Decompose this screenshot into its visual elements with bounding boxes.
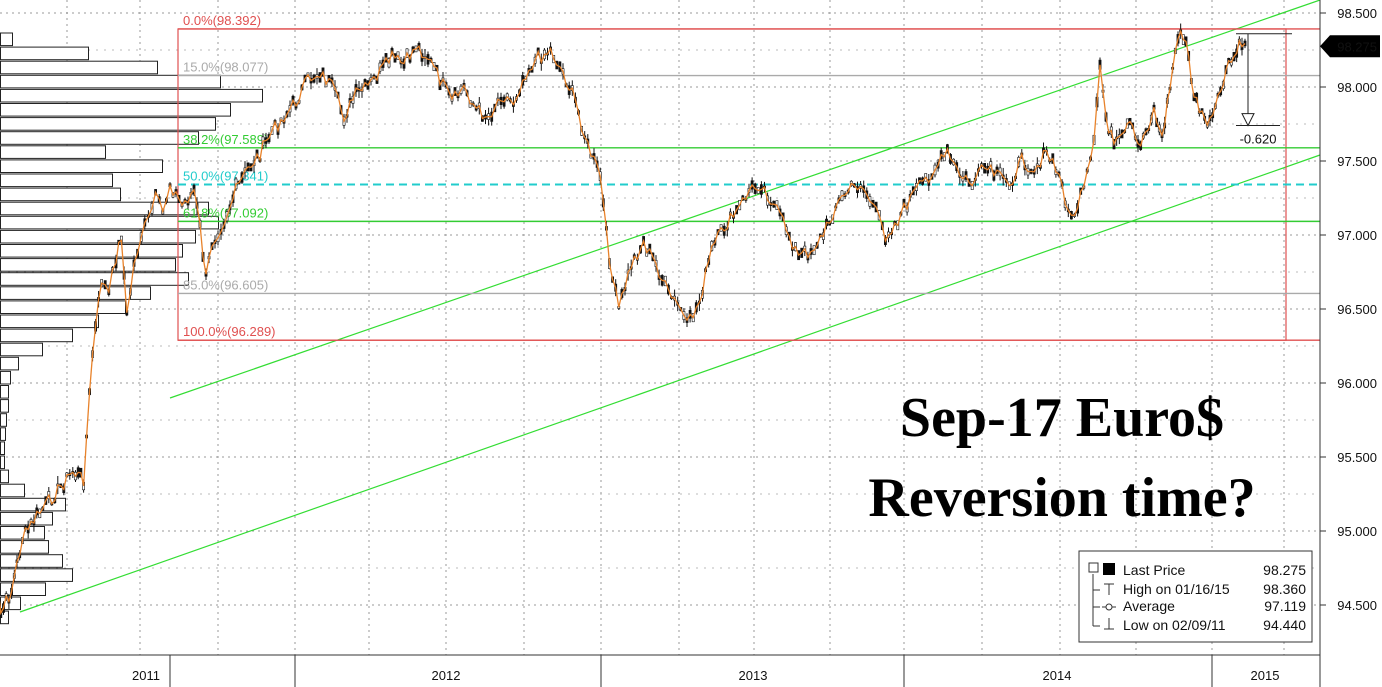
profile-bar (0, 187, 121, 202)
chart-subtitle: Reversion time? (868, 467, 1255, 529)
profile-bar (0, 131, 199, 145)
x-tick-label: 2012 (432, 668, 461, 683)
profile-bar (0, 483, 25, 498)
x-tick-label: 2011 (132, 668, 160, 683)
fib-label: 85.0%(96.605) (183, 277, 268, 292)
profile-bar (0, 74, 221, 89)
profile-bar (0, 244, 183, 258)
x-tick-label: 2015 (1251, 668, 1280, 683)
profile-bar (0, 272, 189, 286)
legend-value: 98.360 (1263, 581, 1306, 597)
profile-bar (0, 385, 9, 399)
profile-bar (0, 173, 113, 188)
channel-lower (19, 154, 1321, 613)
y-tick-label: 96.000 (1337, 376, 1377, 391)
fib-label: 100.0%(96.289) (183, 324, 276, 339)
profile-bar (0, 356, 19, 371)
fib-label: 50.0%(97.341) (183, 169, 268, 184)
profile-bar (0, 328, 73, 343)
profile-bar (0, 60, 158, 75)
price-line (0, 29, 1246, 616)
legend-value: 98.275 (1263, 562, 1306, 578)
x-tick-label: 2013 (739, 668, 768, 683)
last-price-tag (1320, 35, 1380, 58)
profile-bar (0, 88, 263, 103)
y-tick-label: 98.500 (1337, 6, 1377, 21)
legend-label: High on 01/16/15 (1123, 581, 1230, 597)
profile-bar (0, 32, 13, 47)
profile-bar (0, 300, 126, 314)
volume-profile (0, 32, 263, 625)
y-tick-label: 95.000 (1337, 524, 1377, 539)
profile-bar (0, 342, 43, 357)
price-path (0, 29, 1246, 616)
y-tick-label: 94.500 (1337, 598, 1377, 613)
profile-bar (0, 215, 219, 230)
legend-label: Last Price (1123, 562, 1185, 578)
fib-levels: 0.0%(98.392) 15.0%(98.077) 38.2%(97.589) 50… (177, 13, 1320, 341)
profile-bar (0, 314, 99, 329)
profile-bar (0, 258, 176, 272)
legend-low: Low on 02/09/11 94.440 (1093, 617, 1306, 633)
chart-title: Sep-17 Euro$ (900, 387, 1224, 449)
profile-bar (0, 46, 89, 61)
legend-label: Low on 02/09/11 (1123, 617, 1226, 633)
y-tick-label: 97.500 (1337, 154, 1377, 169)
profile-bar (0, 229, 196, 244)
last-price-label: 98.275 (1337, 39, 1377, 54)
profile-bar (0, 370, 11, 385)
profile-bar (0, 427, 6, 441)
annot-label: -0.620 (1240, 131, 1277, 146)
profile-bar (0, 441, 5, 455)
profile-bar (0, 413, 7, 427)
profile-bar (0, 145, 106, 159)
legend-value: 97.119 (1264, 598, 1306, 614)
x-tick-label: 2014 (1043, 668, 1072, 683)
legend-high: High on 01/16/15 98.360 (1092, 574, 1306, 626)
y-tick-label: 98.000 (1337, 80, 1377, 95)
y-axis: 98.500 98.000 97.500 97.000 96.500 96.000 95.5… (1319, 0, 1380, 655)
profile-bar (0, 159, 163, 173)
fib-label: 38.2%(97.589) (183, 132, 268, 147)
y-tick-label: 96.500 (1337, 302, 1377, 317)
legend-label: Average (1123, 598, 1175, 614)
grid (0, 0, 1320, 655)
legend-last-price: Last Price 98.275 (1088, 562, 1306, 578)
profile-bar (0, 455, 5, 470)
profile-bar (0, 568, 73, 582)
profile-bar (0, 286, 151, 300)
y-tick-label: 97.000 (1337, 228, 1377, 243)
profile-bar (0, 540, 49, 554)
legend-box: Last Price 98.275 High on 01/16/15 98.36… (1078, 550, 1313, 643)
annot-arrow (1241, 113, 1255, 127)
profile-bar (0, 201, 209, 216)
profile-bar (0, 103, 231, 117)
profile-bar (0, 526, 45, 540)
fib-label: 15.0%(98.077) (183, 60, 268, 75)
profile-bar (0, 469, 9, 484)
x-axis: 2011 2012 2013 2014 2015 (0, 654, 1321, 687)
legend-average: Average 97.119 (1093, 598, 1306, 614)
y-tick-label: 95.500 (1337, 450, 1377, 465)
candle-body (1243, 40, 1247, 47)
fib-label: 0.0%(98.392) (183, 13, 261, 28)
profile-bar (0, 117, 216, 131)
profile-bar (0, 399, 9, 413)
legend-value: 94.440 (1263, 617, 1306, 633)
profile-bar (0, 511, 53, 526)
profile-bar (0, 554, 63, 568)
annotation: -0.620 (1236, 33, 1292, 146)
